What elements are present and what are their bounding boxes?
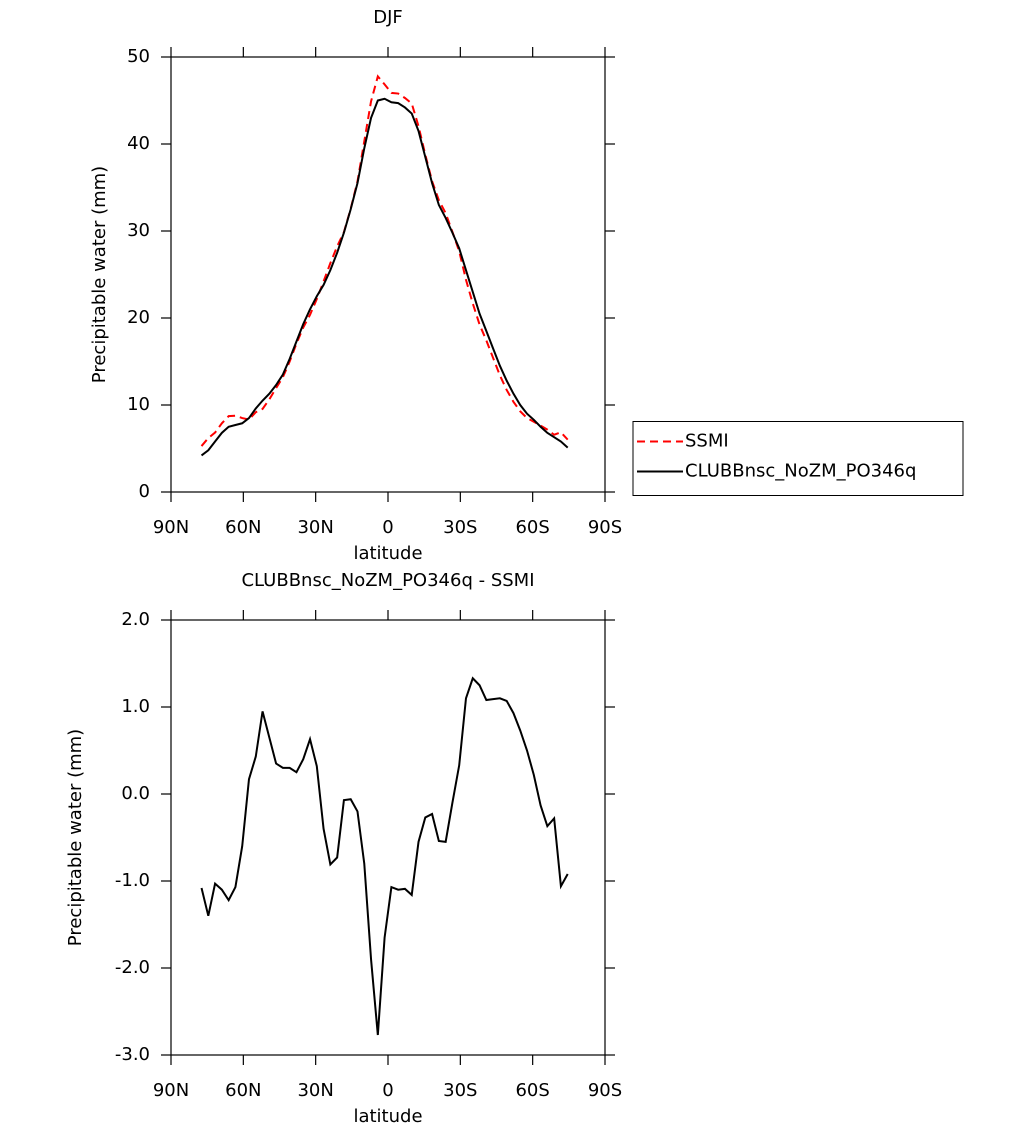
x-axis-label: latitude — [353, 543, 422, 564]
panel-title: DJF — [373, 7, 403, 28]
x-tick-label: 90S — [588, 517, 622, 538]
plot-frame — [170, 56, 606, 493]
data-line — [200, 97, 569, 457]
x-tick-label: 0 — [382, 1080, 393, 1101]
y-tick-label: -3.0 — [115, 1044, 150, 1065]
y-tick-label: 50 — [127, 46, 150, 67]
data-line — [200, 74, 569, 447]
y-tick-label: 0.0 — [121, 783, 150, 804]
data-line — [200, 676, 569, 1036]
panel: DJF latitude Precipitable water (mm) 0 10 20 3… — [89, 7, 964, 564]
y-tick-label: 20 — [127, 307, 150, 328]
panel-title: CLUBBnsc_NoZM_PO346q - SSMI — [241, 570, 534, 591]
y-tick-label: 10 — [127, 394, 150, 415]
legend: SSMI CLUBBnsc_NoZM_PO346q — [632, 421, 964, 496]
x-tick-label: 0 — [382, 517, 393, 538]
y-tick-label: -2.0 — [115, 957, 150, 978]
y-tick-label: 2.0 — [121, 609, 150, 630]
x-tick-label: 60N — [225, 517, 261, 538]
y-axis-label: Precipitable water (mm) — [65, 729, 86, 946]
x-tick-label: 60N — [225, 1080, 261, 1101]
x-tick-label: 30N — [297, 517, 333, 538]
y-tick-label: 40 — [127, 133, 150, 154]
x-tick-label: 30N — [297, 1080, 333, 1101]
y-axis-label: Precipitable water (mm) — [89, 166, 110, 383]
x-axis-label: latitude — [353, 1106, 422, 1127]
legend-label: SSMI — [685, 431, 729, 452]
x-tick-label: 60S — [515, 517, 549, 538]
x-tick-label: 30S — [443, 1080, 477, 1101]
x-tick-label: 90N — [153, 517, 189, 538]
legend-label: CLUBBnsc_NoZM_PO346q — [685, 461, 916, 482]
x-tick-label: 90N — [153, 1080, 189, 1101]
x-tick-label: 30S — [443, 517, 477, 538]
plot-frame — [170, 619, 606, 1056]
x-tick-label: 60S — [515, 1080, 549, 1101]
x-tick-label: 90S — [588, 1080, 622, 1101]
y-tick-label: -1.0 — [115, 870, 150, 891]
y-tick-label: 0 — [139, 481, 150, 502]
panel: CLUBBnsc_NoZM_PO346q - SSMI latitude Preci… — [65, 570, 622, 1127]
y-tick-label: 1.0 — [121, 696, 150, 717]
y-tick-label: 30 — [127, 220, 150, 241]
legend-box — [632, 421, 964, 496]
